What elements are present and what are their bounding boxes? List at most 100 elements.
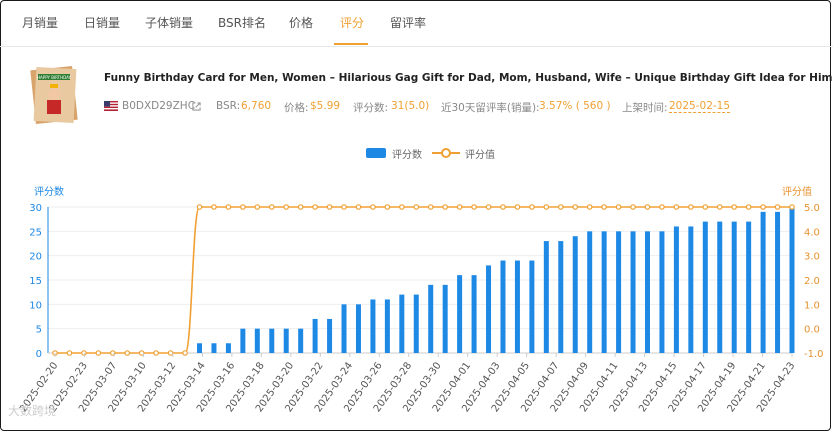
rating-count-bar <box>327 318 333 353</box>
rating-value-point <box>384 204 391 210</box>
rating-count-bar <box>659 231 665 353</box>
rating-value-point <box>586 204 593 210</box>
tab-rating[interactable]: 评分 <box>340 16 365 30</box>
rating-count-bar <box>269 328 275 353</box>
y-right-tick-label: 0.0 <box>804 325 820 336</box>
right-axis-title: 评分值 <box>782 187 812 198</box>
rating-value-point <box>297 204 304 210</box>
rating-count-bar <box>384 299 390 353</box>
rating-count-bar <box>688 226 694 353</box>
legend-bar-swatch[interactable] <box>366 148 386 158</box>
tab-bsr-rank[interactable]: BSR排名 <box>218 16 266 30</box>
legend-line-label[interactable]: 评分值 <box>465 150 495 161</box>
tab-price[interactable]: 价格 <box>289 16 314 30</box>
rating-value-point <box>182 350 188 356</box>
rating-count-bar <box>298 328 304 353</box>
rating-count-bar <box>746 221 752 353</box>
rating-count-bar <box>471 275 477 353</box>
rating-count-bar <box>601 231 607 353</box>
launch-date-label: 上架时间: <box>622 102 668 114</box>
bsr-label: BSR: <box>216 100 241 112</box>
rating-value-point <box>66 350 73 356</box>
rating-value-point <box>196 204 203 210</box>
rating-value-point <box>630 204 636 210</box>
product-image-caption: HAPPY BIRTHDAY <box>37 75 71 80</box>
rating-count-bar <box>254 328 260 353</box>
rating-count-bar <box>775 211 781 353</box>
y-left-tick-label: 10 <box>29 300 42 311</box>
asin-text[interactable]: B0DXD29ZHC <box>122 100 196 112</box>
rating-count-bar <box>399 294 405 353</box>
rating-count-bar <box>572 236 578 353</box>
y-left-tick-label: 25 <box>29 227 42 238</box>
y-right-tick-label: 4.0 <box>804 227 820 238</box>
us-flag-icon <box>104 101 118 111</box>
y-left-tick-label: 15 <box>29 276 42 287</box>
y-left-tick-label: 20 <box>29 252 42 263</box>
rating-count-bar <box>673 226 679 353</box>
tab-monthly-sales[interactable]: 月销量 <box>22 16 59 30</box>
rating-count-bar <box>558 241 564 353</box>
rating-value-point <box>153 350 159 356</box>
review-rate-label: 近30天留评率(销量): <box>441 102 540 114</box>
rating-count-bar <box>529 260 535 353</box>
rating-value-point <box>341 204 347 210</box>
rating-value-point <box>326 204 333 210</box>
watermark-text: 大数跨境 <box>8 404 57 418</box>
rating-count-bar <box>789 207 795 353</box>
rating-count-bar <box>500 260 506 353</box>
rating-count-bar <box>630 231 636 353</box>
rating-count-bar <box>731 221 737 353</box>
tab-bar: 月销量 日销量 子体销量 BSR排名 价格 评分 留评率 <box>0 0 833 47</box>
rating-count-value: 31(5.0) <box>391 100 430 112</box>
rating-value-point <box>485 204 492 210</box>
rating-value-point <box>774 204 781 210</box>
rating-count-bar <box>283 328 289 353</box>
rating-value-point <box>543 204 550 210</box>
rating-value-point <box>572 204 579 210</box>
rating-count-bar <box>428 284 434 353</box>
bsr-value: 6,760 <box>241 100 272 112</box>
rating-count-bar <box>702 221 708 353</box>
active-tab-indicator <box>334 43 368 45</box>
tab-variant-sales[interactable]: 子体销量 <box>145 16 194 30</box>
rating-value-point <box>760 204 766 210</box>
product-image[interactable]: HAPPY BIRTHDAY <box>30 64 80 126</box>
rating-value-point <box>312 204 318 210</box>
y-right-tick-label: -1.0 <box>804 349 824 360</box>
chart-legend: 评分数 评分值 <box>366 146 516 161</box>
tab-review-rate[interactable]: 留评率 <box>390 16 427 30</box>
rating-value-point <box>557 204 564 210</box>
legend-bar-label[interactable]: 评分数 <box>392 150 422 161</box>
rating-value-point <box>500 204 506 210</box>
rating-count-bar <box>760 211 766 353</box>
rating-value-point <box>716 204 723 210</box>
external-link-icon[interactable] <box>192 102 201 111</box>
product-title[interactable]: Funny Birthday Card for Men, Women – Hil… <box>104 72 833 84</box>
price-label: 价格: <box>284 102 309 114</box>
rating-count-bar <box>240 328 246 353</box>
tab-daily-sales[interactable]: 日销量 <box>84 16 121 30</box>
legend-line-swatch[interactable] <box>432 146 460 160</box>
rating-count-bar <box>211 343 217 353</box>
rating-count-bar <box>514 260 520 353</box>
y-right-tick-label: 2.0 <box>804 276 820 287</box>
rating-count-bar <box>225 343 231 353</box>
rating-value-point <box>644 204 651 210</box>
rating-count-bar <box>543 241 549 353</box>
rating-value-point <box>471 204 477 210</box>
rating-value-point <box>413 204 420 210</box>
rating-value-point <box>283 204 290 210</box>
rating-value-point <box>731 204 737 210</box>
rating-value-point <box>167 350 174 356</box>
left-axis-title: 评分数 <box>34 187 64 198</box>
rating-count-bar <box>587 231 593 353</box>
rating-value-point <box>370 204 376 210</box>
rating-count-bar <box>457 275 463 353</box>
rating-value-point <box>355 204 362 210</box>
rating-value-point <box>442 204 448 210</box>
y-left-tick-label: 0 <box>36 349 42 360</box>
rating-value-point <box>268 204 275 210</box>
rating-value-point <box>601 204 607 210</box>
